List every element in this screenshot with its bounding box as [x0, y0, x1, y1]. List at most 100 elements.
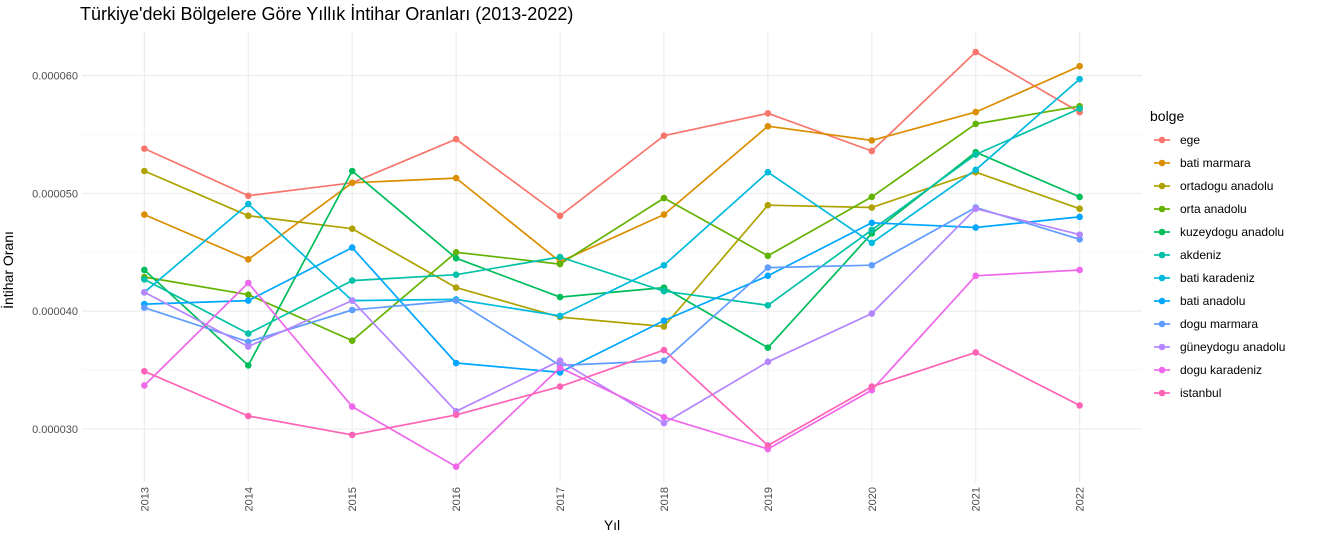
data-point [244, 297, 252, 304]
x-tick-label: 2019 [763, 487, 775, 511]
series-line [143, 78, 1081, 317]
data-point [660, 194, 668, 202]
y-tick-label: 0.000050 [32, 188, 78, 200]
x-tick-label: 2018 [659, 487, 671, 511]
x-tick-label: 2020 [867, 487, 879, 511]
x-tick-label: 2013 [139, 487, 151, 511]
data-point [660, 132, 668, 139]
legend-item: ege [1154, 133, 1200, 147]
legend-item: bati karadeniz [1154, 271, 1255, 285]
legend-item: güneydogu anadolu [1154, 340, 1285, 354]
legend-item: kuzeydogu anadolu [1154, 225, 1284, 239]
legend-label: dogu marmara [1180, 317, 1258, 331]
x-axis-title: Yıl [604, 517, 620, 533]
legend-title: bolge [1150, 108, 1184, 124]
data-point [1076, 231, 1083, 238]
data-point [868, 137, 876, 144]
legend-label: ortadogu anadolu [1180, 179, 1273, 193]
data-point [764, 301, 772, 309]
data-point [868, 239, 876, 247]
data-point [556, 293, 564, 301]
series-line [144, 107, 1080, 335]
data-point [660, 317, 668, 324]
y-tick-label: 0.000030 [32, 424, 78, 436]
legend-item: ortadogu anadolu [1154, 179, 1273, 193]
data-point [1076, 266, 1083, 274]
data-point [556, 369, 564, 376]
data-point [972, 224, 980, 231]
data-point [972, 48, 980, 56]
data-point [660, 413, 668, 421]
series-line [144, 51, 1081, 217]
series-line [144, 349, 1080, 447]
data-point [1076, 402, 1083, 409]
legend-key-point [1158, 159, 1166, 167]
data-point [244, 291, 252, 298]
data-point [972, 108, 980, 116]
legend-key-point [1158, 228, 1166, 236]
data-point [348, 244, 356, 251]
data-point [141, 211, 148, 218]
data-point [348, 277, 356, 284]
legend-key-point [1158, 274, 1166, 282]
series-istanbul [141, 346, 1083, 449]
legend-item: bati marmara [1154, 156, 1251, 170]
data-point [348, 225, 356, 233]
legend-key-point [1158, 182, 1166, 190]
data-point [452, 248, 460, 256]
legend-label: dogu karadeniz [1180, 363, 1262, 377]
data-point [452, 411, 460, 419]
data-point [764, 122, 772, 130]
data-point [452, 271, 460, 278]
legend-item: dogu karadeniz [1154, 363, 1262, 377]
data-point [764, 201, 772, 209]
legend-item: bati anadolu [1154, 294, 1245, 308]
data-point [141, 276, 148, 283]
data-point [244, 279, 252, 287]
data-point [556, 312, 564, 320]
data-point [972, 151, 980, 158]
data-point [348, 167, 356, 175]
legend-key-point [1158, 205, 1166, 213]
legend-label: ege [1180, 133, 1200, 147]
data-point [556, 383, 564, 390]
data-point [452, 297, 460, 304]
data-point [868, 193, 876, 201]
data-point [141, 145, 148, 152]
series-layer [141, 48, 1083, 470]
data-point [141, 367, 148, 375]
data-point [244, 338, 252, 346]
x-tick-label: 2014 [243, 487, 255, 511]
data-point [660, 357, 668, 364]
data-point [348, 403, 356, 410]
data-point [556, 212, 564, 220]
data-point [244, 256, 252, 263]
data-point [764, 109, 772, 117]
series-bati-marmara [141, 62, 1083, 266]
data-point [764, 442, 772, 449]
x-tick-label: 2017 [555, 487, 567, 511]
series-line [144, 170, 1080, 328]
data-point [660, 323, 668, 330]
data-point [348, 179, 356, 187]
legend-label: orta anadolu [1180, 202, 1247, 216]
data-point [452, 359, 460, 367]
x-tick-label: 2022 [1075, 487, 1087, 511]
series-orta-anadolu [141, 102, 1083, 344]
data-point [348, 337, 356, 344]
series-line [144, 105, 1080, 342]
series-line [144, 65, 1080, 263]
legend-label: kuzeydogu anadolu [1180, 225, 1284, 239]
y-axis-title: İntihar Oranı [0, 231, 16, 309]
data-point [868, 147, 876, 155]
x-axis-ticks: 2013 2014 2015 2016 2017 2018 2019 2020 2021 2022 [139, 487, 1086, 511]
data-point [764, 168, 772, 176]
y-tick-label: 0.000040 [32, 306, 78, 318]
data-point [660, 419, 668, 427]
legend-key-point [1158, 343, 1166, 351]
data-point [141, 167, 148, 175]
data-point [660, 211, 668, 218]
legend-label: güneydogu anadolu [1180, 340, 1285, 354]
data-point [868, 219, 876, 227]
